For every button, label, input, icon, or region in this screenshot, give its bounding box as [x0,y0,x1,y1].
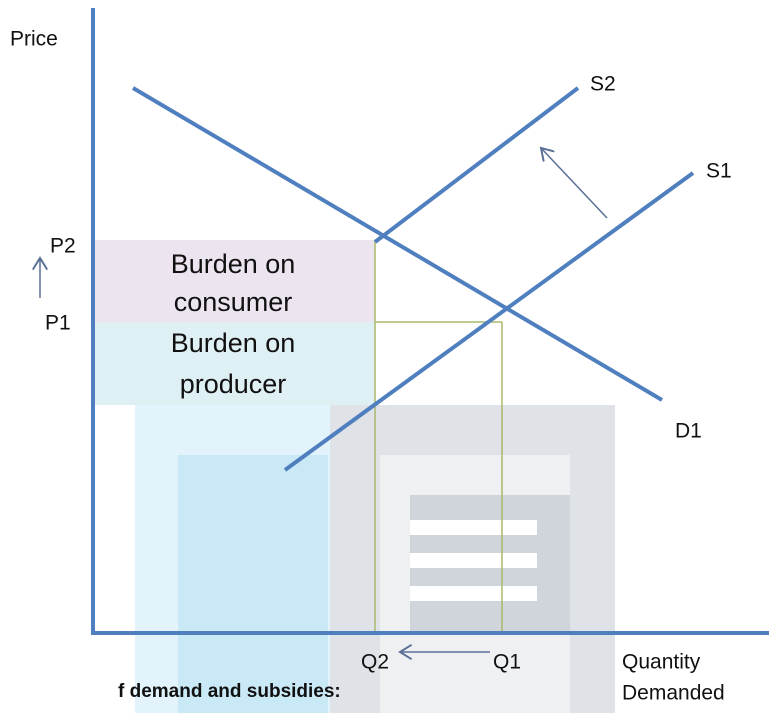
curve-label: D1 [675,420,702,443]
curve-label: S2 [590,73,616,96]
guide-lines [374,240,503,633]
price-label: P1 [45,312,71,335]
demand-curve [131,86,664,402]
shift-arrow [541,148,608,219]
quantity-label: Q2 [361,651,389,674]
curve-label: S1 [706,160,732,183]
x-axis-label: Demanded [622,682,725,705]
caption: f demand and subsidies: [118,681,341,702]
supply-curve-s1 [283,171,695,472]
x-axis-label: Quantity [622,651,701,674]
quantity-label: Q1 [493,651,521,674]
producer-burden-region [95,322,375,405]
region-label: producer [180,369,287,399]
region-label: Burden on [171,328,296,358]
consumer-burden-region [95,240,375,322]
watermark [135,405,615,713]
price-label: P2 [50,235,76,258]
y-axis-label: Price [10,28,58,51]
region-label: consumer [174,287,293,317]
region-label: Burden on [171,249,296,279]
supply-curve-s2 [373,86,580,244]
